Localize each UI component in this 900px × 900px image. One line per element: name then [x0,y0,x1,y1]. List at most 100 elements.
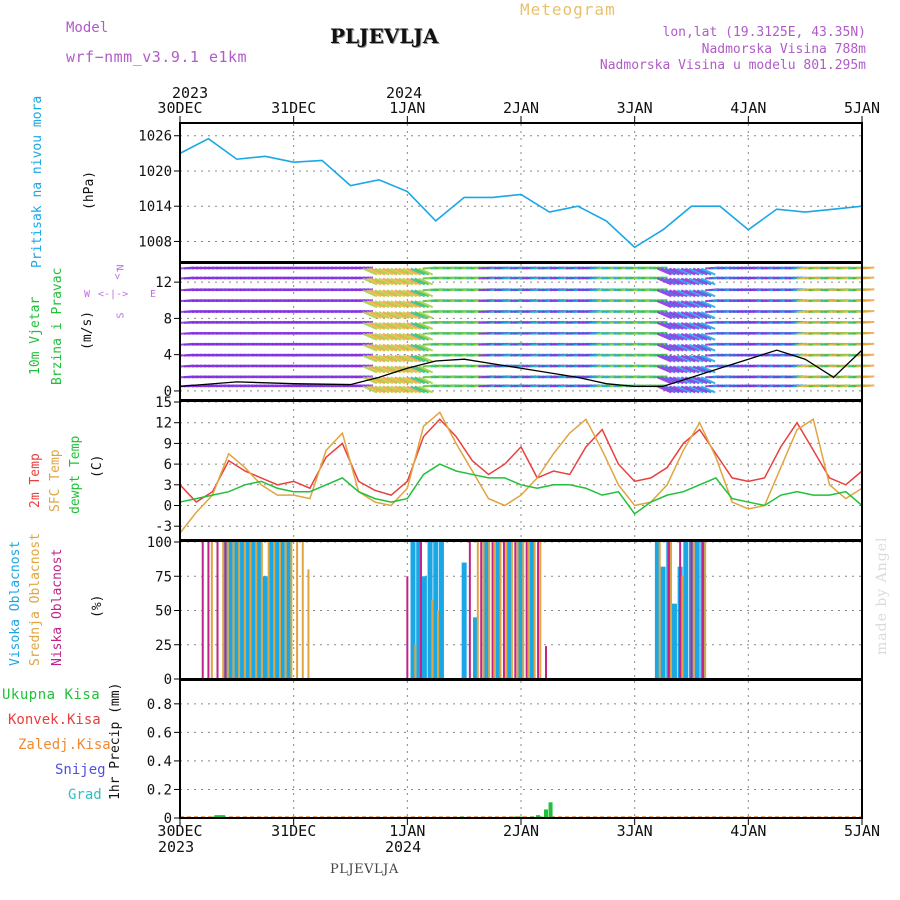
wind-arrow [664,289,680,298]
wind-arrow [668,289,684,298]
high-cloud-bar [268,542,274,679]
wind-arrow [653,364,668,368]
wind-arrow [672,385,688,394]
time-tick-label-top: 31DEC [271,99,317,117]
year-mid-bottom: 2024 [385,838,422,856]
wind-arrow [664,277,680,286]
compass-west: W [84,289,91,300]
mid-cloud-bar [307,569,310,679]
time-tick-label-bottom: 3JAN [616,822,653,840]
wind-arrow [668,354,684,363]
low-cloud-bar [701,542,704,679]
precip-bar [214,815,219,818]
wind-arrow [696,376,712,385]
wind-arrow [366,289,382,298]
y-tick-label: 3 [164,478,172,494]
high-cloud-bar [234,542,240,679]
wind-arrow [657,332,672,341]
wind-speed-line [179,349,863,388]
wind-arrow [402,289,418,298]
wind-arrow [402,300,418,309]
wind-arrow [414,300,430,309]
y-tick-label: 0.2 [147,782,172,798]
wind-arrow [676,322,692,330]
wind-arrow [664,267,680,276]
wind-arrow [676,267,692,276]
wind-arrow [358,353,374,357]
wind-arrow [700,343,716,352]
mid-cloud-bar [482,542,485,679]
wind-arrow [398,343,414,352]
wind-arrow [696,343,712,352]
wind-arrow [676,289,692,298]
wind-arrow [390,300,406,309]
wind-arrow [672,365,688,374]
wind-arrow [672,311,688,319]
wind-arrow [700,289,716,298]
low-cloud-bar [216,542,219,679]
wind-arrow [660,300,676,309]
time-tick-label-top: 1JAN [389,99,426,117]
high-cloud-bar [461,562,467,679]
y-tick-label: 1020 [138,164,172,180]
wind-arrow [358,331,374,335]
wind-arrow [700,385,716,394]
y-tick-label: 0 [164,672,172,688]
wind-arrow [366,311,382,319]
wind-arrow [402,365,418,374]
wind-arrow [418,267,434,276]
wind-arrow [358,384,374,388]
wind-arrow [374,365,390,374]
wind-arrow [402,277,418,286]
wind-arrow [414,277,430,286]
wind-arrow [680,267,696,276]
wind-arrow [378,289,394,298]
low-cloud-bar [667,542,670,679]
wind-arrow [688,343,704,352]
mid-cloud-bar [499,542,502,679]
wind-arrow [676,332,692,341]
wind-arrow [366,365,382,374]
panel-frame [179,122,863,263]
y-tick-label: 0.8 [147,697,172,713]
wind-arrow [692,289,708,298]
wind-arrow [653,375,668,379]
model-name: wrf−nmm_v3.9.1 e1km [66,48,248,66]
low-cloud-bar [545,646,548,679]
wind-arrow [374,300,390,309]
wind-arrow [668,311,684,319]
wind-arrow [414,267,430,276]
mid-cloud-bar [704,542,707,679]
wind-arrow [402,332,418,341]
wind-arrow [386,311,402,319]
wind-arrow [684,267,700,276]
mid-cloud-bar [226,542,229,679]
time-tick-label-top: 4JAN [730,99,767,117]
time-tick-label-bottom: 4JAN [730,822,767,840]
wind-arrow [680,354,696,363]
year-mid-top: 2024 [386,84,423,102]
wind-arrow [418,354,434,363]
high-cloud-bar [671,603,677,679]
wind-arrow [688,277,704,286]
wind-arrow [362,343,378,352]
high-cloud-bar [694,542,700,679]
wind-arrow [386,332,402,341]
mid-cloud-bar [260,542,263,679]
mid-cloud-bar [273,542,276,679]
wind-arrow [672,289,688,298]
wind-arrow [382,300,398,309]
dewpt-line [179,463,863,515]
precip-total-label: Ukupna Kisa [2,687,101,703]
wind-arrow [402,354,418,363]
panel-frame [179,262,863,401]
wind-arrow [358,276,374,280]
wind-arrow [358,266,374,270]
mid-cloud-bar [255,542,258,679]
high-cloud-bar [257,542,263,679]
wind-arrow [370,289,386,298]
mid-cloud-bar [539,542,542,679]
wind-arrow [660,354,676,363]
wind-compass: N <- W <-|-> E S [84,262,156,324]
wind-arrow [672,267,688,276]
